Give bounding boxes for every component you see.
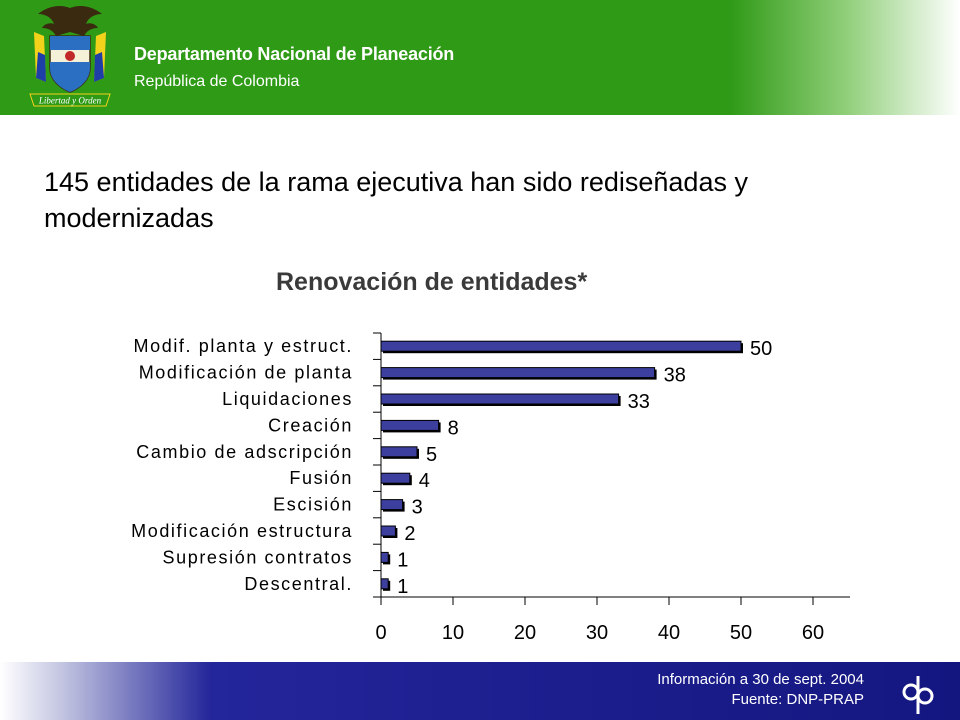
category-label: Creación (268, 415, 353, 435)
data-label: 50 (750, 338, 772, 360)
category-label: Modificación de planta (139, 363, 353, 383)
organization-subtitle: República de Colombia (134, 73, 300, 90)
x-tick-label: 50 (730, 622, 752, 644)
category-label: Fusión (289, 468, 353, 488)
x-tick-label: 20 (514, 622, 536, 644)
x-tick-label: 40 (658, 622, 680, 644)
bar (380, 393, 620, 405)
info-date: Información a 30 de sept. 2004 (657, 671, 864, 688)
category-label: Supresión contratos (163, 547, 354, 567)
category-label: Descentral. (244, 574, 353, 594)
footer-bar: Información a 30 de sept. 2004 Fuente: D… (0, 662, 960, 720)
bar (380, 367, 656, 379)
header-bar: Libertad y Orden Departamento Nacional d… (0, 0, 960, 115)
bar (380, 419, 440, 431)
x-tick-label: 0 (375, 622, 386, 644)
x-tick-label: 10 (442, 622, 464, 644)
x-tick-label: 30 (586, 622, 608, 644)
data-label: 8 (448, 417, 459, 439)
bar (380, 340, 742, 352)
data-label: 33 (628, 391, 650, 413)
x-tick-label: 60 (802, 622, 824, 644)
dnp-logo-icon (902, 676, 934, 714)
bar (380, 578, 389, 590)
slide-headline: 145 entidades de la rama ejecutiva han s… (44, 167, 748, 233)
data-label: 2 (404, 523, 415, 545)
seal-motto: Libertad y Orden (38, 96, 102, 106)
category-label: Liquidaciones (222, 389, 353, 409)
bar (380, 472, 411, 484)
bar (380, 525, 396, 537)
category-label: Cambio de adscripción (136, 442, 353, 462)
data-label: 5 (426, 444, 437, 466)
chart-title: Renovación de entidades* (276, 268, 588, 296)
data-label: 1 (397, 576, 408, 598)
coat-of-arms-icon: Libertad y Orden (29, 6, 111, 107)
data-label: 3 (412, 497, 423, 519)
bar (380, 499, 404, 511)
data-label: 38 (664, 365, 686, 387)
data-label: 1 (397, 549, 408, 571)
organization-title: Departamento Nacional de Planeación (134, 44, 455, 64)
footer-info: Información a 30 de sept. 2004 Fuente: D… (657, 670, 864, 710)
bar (380, 551, 389, 563)
info-source: Fuente: DNP-PRAP (731, 691, 864, 708)
data-label: 4 (419, 470, 430, 492)
category-label: Modificación estructura (131, 521, 353, 541)
category-label: Escisión (273, 495, 353, 515)
bar (380, 446, 418, 458)
category-label: Modif. planta y estruct. (134, 336, 353, 356)
